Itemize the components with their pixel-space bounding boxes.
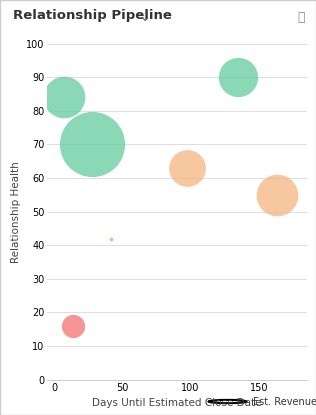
Point — [90, 141, 95, 148]
Point — [274, 191, 279, 198]
Point — [109, 235, 114, 242]
Point — [71, 322, 76, 329]
Point — [61, 94, 66, 101]
Text: Relationship Pipeline: Relationship Pipeline — [13, 10, 172, 22]
Point — [184, 165, 189, 171]
Point — [236, 74, 241, 81]
Text: Est. Revenue: Est. Revenue — [253, 396, 316, 407]
X-axis label: Days Until Estimated Close Date: Days Until Estimated Close Date — [92, 398, 262, 408]
Text: ⌄: ⌄ — [139, 11, 149, 24]
Y-axis label: Relationship Health: Relationship Health — [11, 161, 21, 263]
Text: ⤢: ⤢ — [297, 11, 305, 24]
